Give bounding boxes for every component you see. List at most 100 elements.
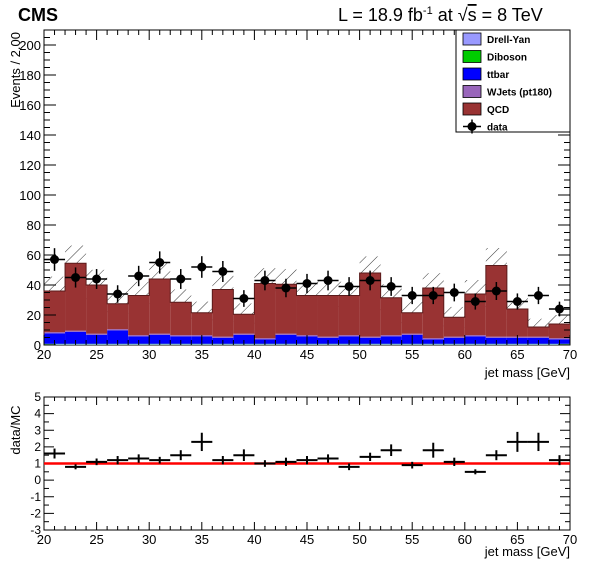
ratio-ytick-label-8: 5 <box>34 390 41 404</box>
ratio-xtick-label-8: 60 <box>458 532 472 547</box>
ratio-xtick-label-1: 25 <box>89 532 103 547</box>
data-point-14 <box>345 282 354 291</box>
bar-wjets-pt180--2 <box>86 334 107 335</box>
bar-wjets-pt180--21 <box>486 337 507 338</box>
legend-label-qcd: QCD <box>487 105 509 116</box>
main-ytick-label-2: 40 <box>27 278 41 293</box>
bar-qcd-9 <box>233 314 254 333</box>
main-xtick-label-10: 70 <box>563 347 577 362</box>
data-point-1 <box>71 273 80 282</box>
main-xtick-label-5: 45 <box>300 347 314 362</box>
bar-wjets-pt180--4 <box>128 335 149 336</box>
bar-qcd-8 <box>212 290 233 337</box>
legend-label-drell-yan: Drell-Yan <box>487 35 530 46</box>
data-point-7 <box>197 263 206 272</box>
data-point-20 <box>471 297 480 306</box>
main-xtick-label-6: 50 <box>352 347 366 362</box>
bar-wjets-pt180--11 <box>275 334 296 335</box>
main-xtick-label-3: 35 <box>195 347 209 362</box>
main-ytick-label-7: 140 <box>19 128 41 143</box>
legend-label-ttbar: ttbar <box>487 70 509 81</box>
ratio-ytick-label-5: 2 <box>34 440 41 454</box>
bar-wjets-pt180--18 <box>423 338 444 339</box>
bar-wjets-pt180--0 <box>44 332 65 333</box>
ratio-ytick-label-0: -3 <box>30 523 41 537</box>
bar-qcd-0 <box>44 291 65 332</box>
main-ytick-label-6: 120 <box>19 158 41 173</box>
bar-wjets-pt180--13 <box>318 337 339 338</box>
main-ytick-label-1: 20 <box>27 308 41 323</box>
bar-qcd-10 <box>254 284 275 339</box>
bar-wjets-pt180--23 <box>528 337 549 338</box>
bar-qcd-13 <box>318 296 339 337</box>
data-point-16 <box>387 282 396 291</box>
ratio-ytick-label-3: 0 <box>34 473 41 487</box>
ratio-y-axis-label: data/MC <box>8 405 23 454</box>
ratio-xtick-label-2: 30 <box>142 532 156 547</box>
legend-swatch-ttbar <box>463 68 481 80</box>
data-point-5 <box>155 258 164 267</box>
main-ytick-label-0: 0 <box>34 338 41 353</box>
data-point-4 <box>134 272 143 281</box>
legend-label-wjets-pt180-: WJets (pt180) <box>487 88 552 99</box>
data-point-22 <box>513 297 522 306</box>
bar-wjets-pt180--9 <box>233 334 254 335</box>
bar-wjets-pt180--3 <box>107 329 128 330</box>
data-point-11 <box>281 284 290 293</box>
ratio-ytick-label-6: 3 <box>34 423 41 437</box>
data-point-8 <box>218 267 227 276</box>
bar-qcd-24 <box>549 324 570 338</box>
bar-wjets-pt180--1 <box>65 331 86 332</box>
data-point-13 <box>324 276 333 285</box>
main-xtick-label-2: 30 <box>142 347 156 362</box>
bar-qcd-12 <box>296 296 317 336</box>
bar-wjets-pt180--5 <box>149 334 170 335</box>
data-point-19 <box>450 288 459 297</box>
main-ytick-label-3: 60 <box>27 248 41 263</box>
data-point-23 <box>534 291 543 300</box>
ratio-xtick-label-4: 40 <box>247 532 261 547</box>
bar-wjets-pt180--15 <box>360 337 381 338</box>
legend-swatch-wjets-pt180- <box>463 86 481 98</box>
legend-swatch-diboson <box>463 51 481 63</box>
bar-wjets-pt180--8 <box>212 337 233 338</box>
bar-wjets-pt180--10 <box>254 338 275 339</box>
ratio-points <box>44 432 570 474</box>
bar-qcd-2 <box>86 285 107 334</box>
data-point-10 <box>260 276 269 285</box>
luminosity-label: L = 18.9 fb-1 at √s = 8 TeV <box>338 5 543 25</box>
bar-qcd-23 <box>528 327 549 337</box>
bar-qcd-19 <box>444 317 465 336</box>
data-point-24 <box>555 305 564 314</box>
bar-qcd-7 <box>191 313 212 335</box>
legend-swatch-qcd <box>463 103 481 115</box>
data-point-2 <box>92 275 101 284</box>
bar-qcd-3 <box>107 304 128 329</box>
legend-label-diboson: Diboson <box>487 53 527 64</box>
main-x-axis-label: jet mass [GeV] <box>484 365 570 380</box>
ratio-ytick-label-7: 4 <box>34 407 41 421</box>
data-point-12 <box>303 279 312 288</box>
bar-wjets-pt180--6 <box>170 335 191 336</box>
ratio-xtick-label-7: 55 <box>405 532 419 547</box>
bar-wjets-pt180--24 <box>549 338 570 339</box>
ratio-xtick-label-6: 50 <box>352 532 366 547</box>
ratio-ytick-label-2: -1 <box>30 490 41 504</box>
ratio-ytick-label-4: 1 <box>34 457 41 471</box>
experiment-label: CMS <box>18 5 58 25</box>
ratio-xtick-label-3: 35 <box>195 532 209 547</box>
main-xtick-label-7: 55 <box>405 347 419 362</box>
legend-label-data: data <box>487 123 508 134</box>
data-point-17 <box>408 291 417 300</box>
ratio-xtick-label-5: 45 <box>300 532 314 547</box>
data-point-0 <box>50 255 59 264</box>
data-point-9 <box>239 294 248 303</box>
bar-wjets-pt180--19 <box>444 337 465 338</box>
data-point-6 <box>176 275 185 284</box>
bar-qcd-16 <box>381 298 402 335</box>
bar-qcd-6 <box>170 302 191 335</box>
